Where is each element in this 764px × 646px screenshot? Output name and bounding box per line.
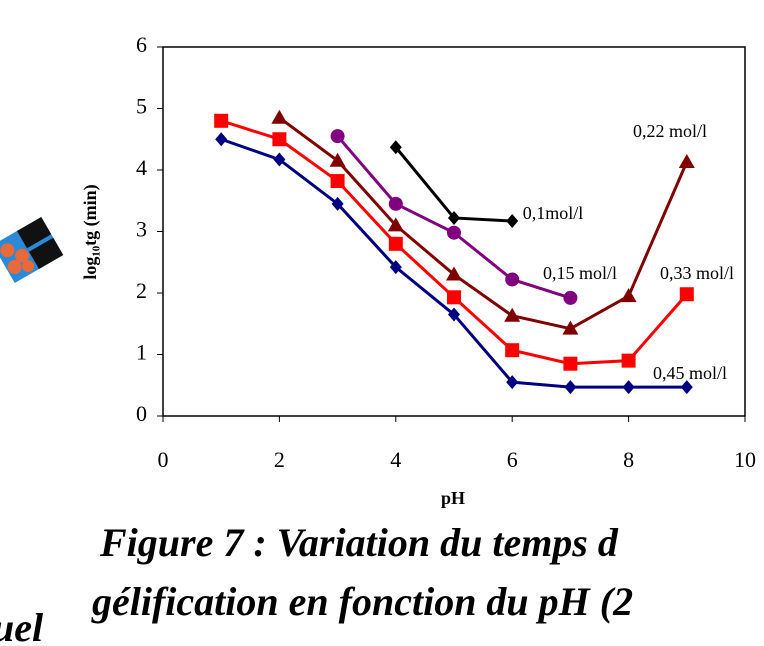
icon bbox=[0, 216, 64, 284]
series-label: 0,22 mol/l bbox=[633, 121, 707, 141]
marker bbox=[680, 380, 693, 395]
marker bbox=[272, 132, 287, 147]
marker bbox=[678, 154, 695, 169]
marker bbox=[620, 288, 637, 303]
x-tick-label: 4 bbox=[390, 447, 401, 472]
x-axis-label: pH bbox=[441, 488, 465, 508]
series-label: 0,15 mol/l bbox=[543, 263, 617, 283]
marker bbox=[330, 129, 345, 144]
y-tick-label: 3 bbox=[136, 217, 147, 242]
x-tick-label: 2 bbox=[274, 447, 285, 472]
marker bbox=[563, 290, 578, 305]
marker bbox=[622, 380, 635, 395]
y-tick-label: 0 bbox=[136, 401, 147, 426]
y-tick-label: 1 bbox=[136, 340, 147, 365]
marker bbox=[505, 343, 520, 358]
caption-line: gélification en fonction du pH (2 bbox=[91, 579, 633, 624]
marker bbox=[447, 290, 461, 305]
marker bbox=[329, 152, 346, 167]
series-line bbox=[394, 146, 513, 223]
series-line bbox=[278, 116, 689, 331]
marker bbox=[562, 320, 579, 335]
marker bbox=[271, 109, 288, 124]
series-label: 0,1mol/l bbox=[523, 203, 584, 223]
marker bbox=[505, 272, 520, 287]
marker bbox=[621, 353, 636, 368]
marker bbox=[331, 196, 344, 211]
marker bbox=[448, 307, 460, 322]
marker bbox=[388, 236, 403, 251]
series-line bbox=[220, 119, 688, 366]
marker bbox=[273, 152, 286, 167]
marker bbox=[214, 113, 229, 128]
marker bbox=[446, 266, 462, 281]
y-tick-label: 2 bbox=[136, 278, 147, 303]
x-tick-label: 0 bbox=[158, 447, 169, 472]
caption-fragment: uel bbox=[0, 605, 44, 646]
marker bbox=[330, 174, 345, 189]
marker bbox=[388, 196, 403, 211]
y-tick-label: 4 bbox=[136, 155, 147, 180]
caption-line: Figure 7 : Variation du temps d bbox=[99, 520, 619, 565]
marker bbox=[506, 214, 519, 229]
series-label: 0,45 mol/l bbox=[653, 363, 727, 383]
marker bbox=[389, 140, 402, 155]
y-tick-label: 6 bbox=[136, 32, 147, 57]
marker bbox=[387, 217, 404, 232]
marker bbox=[506, 375, 519, 390]
marker bbox=[447, 225, 461, 240]
marker bbox=[679, 287, 694, 302]
marker bbox=[504, 307, 521, 322]
x-tick-label: 10 bbox=[734, 447, 756, 472]
marker bbox=[389, 260, 402, 275]
marker bbox=[448, 210, 460, 225]
y-tick-label: 5 bbox=[136, 94, 147, 119]
marker bbox=[215, 132, 228, 147]
y-axis-label: log₁₀tg (min) bbox=[80, 184, 101, 279]
series-label: 0,33 mol/l bbox=[660, 263, 734, 283]
marker bbox=[564, 380, 577, 395]
x-tick-label: 8 bbox=[623, 447, 634, 472]
marker bbox=[563, 356, 578, 371]
x-tick-label: 6 bbox=[507, 447, 518, 472]
